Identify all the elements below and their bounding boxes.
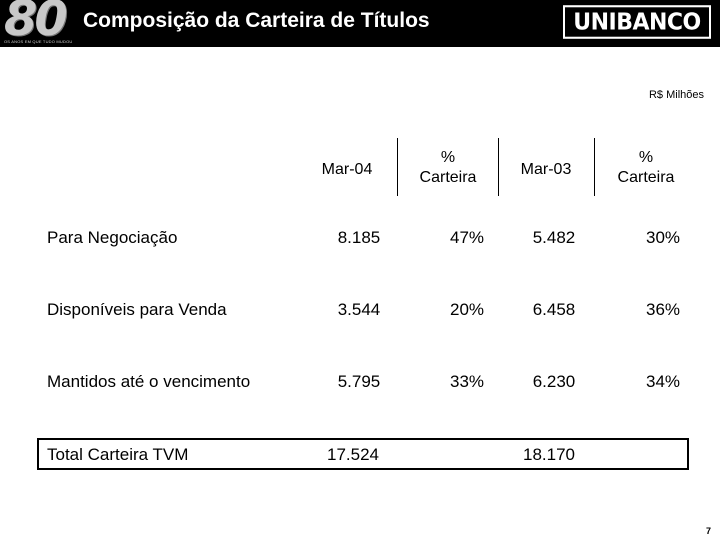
column-header-line2: Carteira: [617, 169, 675, 186]
page-title: Composição da Carteira de Títulos: [83, 9, 430, 32]
cell-value: 5.795: [337, 372, 381, 391]
column-header-line1: %: [638, 149, 654, 166]
cell-value: 33%: [449, 372, 485, 391]
cell-value: 6.230: [532, 372, 576, 391]
column-header-pct-mar04: % Carteira: [398, 148, 498, 188]
total-value: 18.170: [523, 445, 575, 464]
unibanco-logo: UNIBANCO: [563, 5, 711, 39]
cell-value: 5.482: [532, 228, 576, 247]
column-header-line1: Mar-04: [321, 161, 373, 178]
column-header-line1: Mar-03: [520, 161, 572, 178]
logo-number: 80: [4, 0, 68, 47]
total-row-box: [37, 438, 689, 470]
column-separator: [498, 138, 499, 196]
column-header-mar03: Mar-03: [499, 160, 593, 180]
total-label: Total Carteira TVM: [47, 445, 189, 464]
row-label: Disponíveis para Venda: [47, 300, 227, 319]
cell-value: 34%: [645, 372, 681, 391]
unit-label: R$ Milhões: [648, 89, 704, 101]
column-header-mar04: Mar-04: [306, 160, 388, 180]
column-header-pct-mar03: % Carteira: [596, 148, 696, 188]
cell-value: 6.458: [532, 300, 576, 319]
page-number: 7: [706, 526, 712, 536]
anniversary-logo: 80 OS ANOS EM QUE TUDO MUDOU: [2, 0, 73, 47]
cell-value: 36%: [645, 300, 681, 319]
row-label: Mantidos até o vencimento: [47, 372, 251, 391]
header-bar: 80 OS ANOS EM QUE TUDO MUDOU Composição …: [0, 0, 720, 47]
column-separator: [594, 138, 595, 196]
column-header-line2: Carteira: [419, 169, 477, 186]
cell-value: 20%: [449, 300, 485, 319]
logo-tagline: OS ANOS EM QUE TUDO MUDOU: [4, 39, 73, 44]
cell-value: 47%: [449, 228, 485, 247]
cell-value: 30%: [645, 228, 681, 247]
column-separator: [397, 138, 398, 196]
row-label: Para Negociação: [47, 228, 178, 247]
column-header-line1: %: [440, 149, 456, 166]
cell-value: 8.185: [337, 228, 381, 247]
cell-value: 3.544: [337, 300, 381, 319]
total-value: 17.524: [327, 445, 379, 464]
